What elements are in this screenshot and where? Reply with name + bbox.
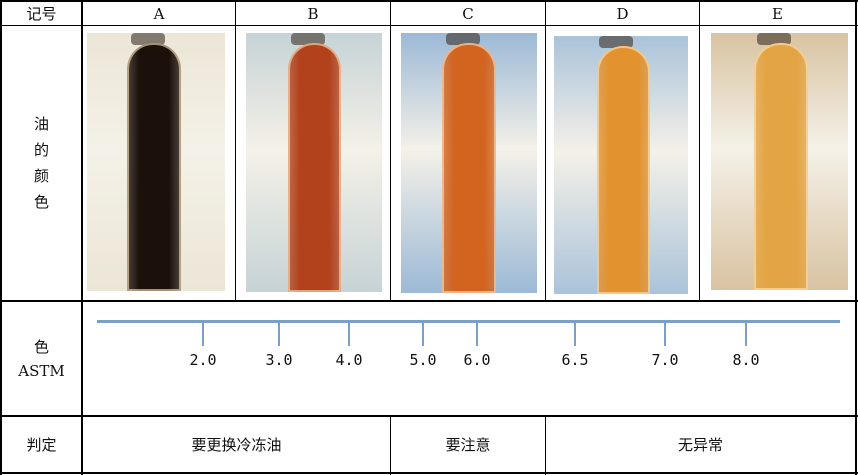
label-line: ASTM — [18, 361, 65, 380]
header-sample-c: C — [462, 4, 474, 23]
header-sample-a: A — [153, 4, 165, 23]
astm-tick — [348, 322, 350, 346]
header-sample-d: D — [616, 4, 629, 23]
border — [81, 0, 83, 475]
border — [390, 415, 391, 475]
astm-tick-label: 3.0 — [265, 351, 293, 369]
oil-sample-photo-c — [401, 33, 537, 293]
label-char: 颜 — [33, 167, 49, 185]
border — [0, 472, 858, 474]
astm-label: 色 ASTM — [2, 302, 81, 415]
border — [235, 0, 236, 302]
label-char: 色 — [33, 193, 49, 211]
oil-color-label: 油 的 颜 色 — [2, 26, 81, 300]
astm-tick — [422, 322, 424, 346]
verdict-replace-oil: 要更换冷冻油 — [191, 436, 282, 454]
border — [855, 0, 857, 475]
astm-tick-label: 2.0 — [189, 351, 217, 369]
border — [0, 0, 2, 475]
label-char: 的 — [33, 141, 49, 159]
astm-tick — [278, 322, 280, 346]
astm-tick-label: 6.0 — [463, 351, 491, 369]
verdict-normal: 无异常 — [677, 436, 723, 454]
astm-tick — [476, 322, 478, 346]
astm-tick-label: 8.0 — [732, 351, 760, 369]
astm-tick — [574, 322, 576, 346]
judgment-label: 判定 — [26, 436, 57, 454]
border — [390, 0, 391, 302]
astm-tick-label: 4.0 — [335, 351, 363, 369]
oil-sample-photo-a — [87, 33, 225, 291]
header-sample-e: E — [772, 4, 783, 23]
header-sample-b: B — [307, 4, 319, 23]
astm-tick-label: 7.0 — [651, 351, 679, 369]
border — [545, 415, 546, 475]
astm-tick — [202, 322, 204, 346]
verdict-caution: 要注意 — [445, 436, 491, 454]
oil-sample-photo-b — [246, 33, 382, 292]
label-char: 油 — [33, 115, 49, 133]
header-label: 记号 — [26, 5, 57, 23]
astm-tick-label: 6.5 — [561, 351, 589, 369]
border — [699, 0, 700, 302]
label-line: 色 — [33, 337, 49, 356]
border — [545, 0, 546, 302]
border — [0, 300, 858, 302]
astm-tick — [664, 322, 666, 346]
border — [0, 415, 858, 417]
oil-sample-photo-d — [554, 36, 688, 294]
astm-tick-label: 5.0 — [409, 351, 437, 369]
oil-sample-photo-e — [711, 33, 848, 290]
border — [0, 25, 858, 26]
border — [0, 0, 858, 2]
astm-scale-line — [97, 320, 840, 323]
astm-tick — [745, 322, 747, 346]
